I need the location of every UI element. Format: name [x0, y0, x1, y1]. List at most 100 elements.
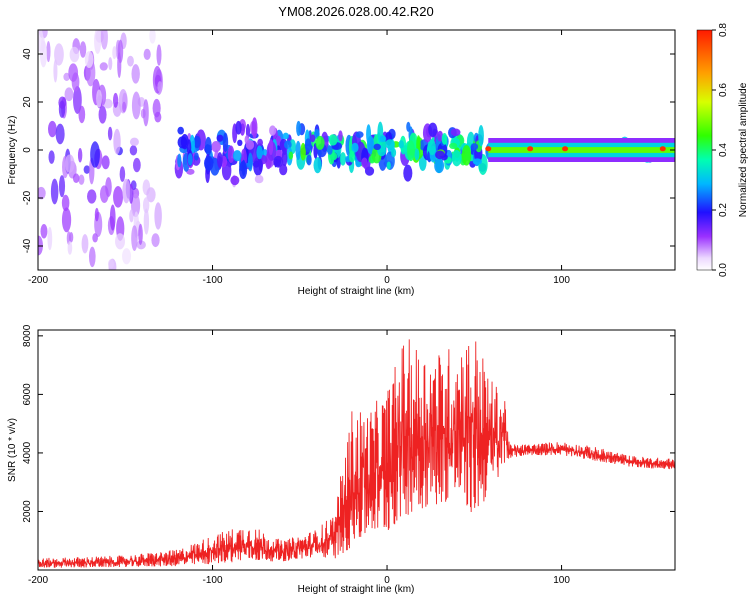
spectrogram-cell	[78, 105, 86, 124]
spectrogram-cell	[69, 46, 80, 63]
spectrogram-cell	[435, 150, 445, 160]
spectrogram-cell	[355, 131, 364, 138]
snr-xtick-label: -100	[203, 575, 223, 586]
spectrogram-cell	[361, 157, 368, 168]
spectrogram-cell	[129, 137, 139, 147]
colorbar-tick-label: 0.6	[718, 83, 729, 97]
spectrogram-cell	[113, 186, 124, 208]
spectrogram-cell	[211, 141, 221, 153]
spectrogram-cell	[282, 132, 289, 140]
spectrogram-cell	[339, 152, 347, 166]
spectrogram-cell	[386, 161, 391, 170]
spectrogram-cell	[478, 124, 484, 147]
spectrogram-cell	[72, 173, 80, 183]
colorbar-ticks: 0.0 0.2 0.4 0.6 0.8	[712, 23, 729, 277]
spectrogram-peak	[485, 146, 492, 152]
spectrogram-cell	[122, 248, 132, 265]
spectrogram-cell	[232, 150, 242, 162]
snr-xlabel: Height of straight line (km)	[298, 584, 415, 595]
spectrogram-cell	[109, 204, 116, 231]
spectrogram-cell	[73, 86, 82, 114]
spectrogram-cell	[129, 145, 138, 156]
spectrogram-cell	[94, 207, 99, 222]
spectrogram-cell	[54, 43, 64, 66]
spectrogram-cell	[129, 209, 134, 223]
spectrogram-cell	[107, 126, 113, 141]
colorbar-tick-label: 0.4	[718, 143, 729, 157]
spectrogram-ytick-label: 40	[22, 48, 33, 60]
spectrogram-cell	[146, 187, 156, 203]
spectrogram-cell	[112, 92, 119, 108]
spectrogram-cell	[227, 145, 235, 164]
spectrogram-cell	[64, 87, 74, 102]
spectrogram-cell	[450, 128, 461, 137]
spectrogram-cell	[138, 223, 143, 246]
spectrogram-cell	[151, 233, 160, 248]
spectrogram-cell	[64, 154, 75, 173]
spectrogram-cell	[470, 143, 479, 151]
spectrogram-cell	[373, 143, 381, 151]
spectrogram-cell	[414, 148, 420, 161]
spectrogram-cell	[38, 186, 46, 200]
spectrogram-cell	[269, 125, 277, 136]
spectrogram-cell	[127, 55, 134, 67]
spectrogram-cell	[154, 202, 162, 230]
spectrogram-cell	[136, 240, 146, 250]
spectrogram-cell	[101, 155, 110, 170]
snr-xtick-label: 100	[553, 575, 570, 586]
spectrogram-cell	[216, 134, 224, 142]
spectrogram-cell	[58, 175, 66, 198]
spectrogram-cell	[142, 197, 150, 214]
spectrogram-cell	[115, 233, 125, 250]
spectrogram-cell	[406, 140, 415, 162]
spectrogram-cell	[103, 98, 113, 109]
spectrogram-cell	[187, 153, 193, 166]
spectrogram-cell	[143, 48, 151, 60]
spectrogram-ytick-label: -40	[22, 238, 33, 253]
spectrogram-cell	[253, 156, 263, 176]
spectrogram-cell	[99, 185, 109, 204]
spectrogram-cell	[177, 126, 185, 135]
spectrogram-cell	[47, 226, 53, 251]
spectrogram-cell	[113, 128, 121, 155]
spectrogram-cell	[63, 72, 70, 81]
spectrogram-cell	[50, 178, 59, 205]
snr-ytick-label: 6000	[22, 383, 33, 406]
spectrogram-cell	[273, 155, 284, 168]
spectrogram-cell	[379, 135, 387, 143]
snr-series-line	[38, 339, 675, 568]
spectrogram-cell	[437, 130, 444, 142]
spectrogram-cell	[69, 231, 74, 243]
spectrogram-cell	[61, 207, 72, 233]
spectrogram-cell	[251, 117, 258, 139]
spectrogram-cell	[38, 235, 43, 256]
snr-ticks: -200 -100 0 100 2000 4000 6000 8000	[22, 324, 675, 586]
spectrogram-ytick-label: -20	[22, 190, 33, 205]
spectrogram-cell	[119, 166, 126, 182]
spectrogram-cell	[77, 147, 83, 163]
spectrogram-cell	[247, 152, 253, 172]
spectrogram-cell	[131, 225, 138, 251]
spectrogram-cell	[98, 105, 107, 124]
spectrogram-cell	[254, 174, 264, 184]
spectrogram-cell	[143, 208, 150, 235]
spectrogram-cell	[281, 149, 288, 167]
spectrogram-cell	[92, 233, 98, 243]
spectrogram-cell	[117, 39, 124, 64]
spectrogram-cell	[186, 139, 192, 156]
spectrogram-cell	[157, 81, 163, 93]
colorbar-tick-label: 0.2	[718, 203, 729, 217]
spectrogram-peak	[659, 146, 666, 152]
spectrogram-cell	[204, 155, 214, 171]
spectrogram-cell	[108, 57, 113, 71]
spectrogram-cell	[40, 224, 48, 239]
spectrogram-cell	[131, 91, 141, 120]
spectrogram-cell	[288, 151, 294, 160]
spectrogram-cell	[96, 89, 102, 108]
spectrogram-cell	[78, 174, 85, 185]
spectrogram-cell	[204, 136, 212, 156]
spectrogram-cell	[349, 150, 355, 163]
spectrogram-cell	[94, 30, 102, 55]
spectrogram-cell	[186, 168, 195, 175]
